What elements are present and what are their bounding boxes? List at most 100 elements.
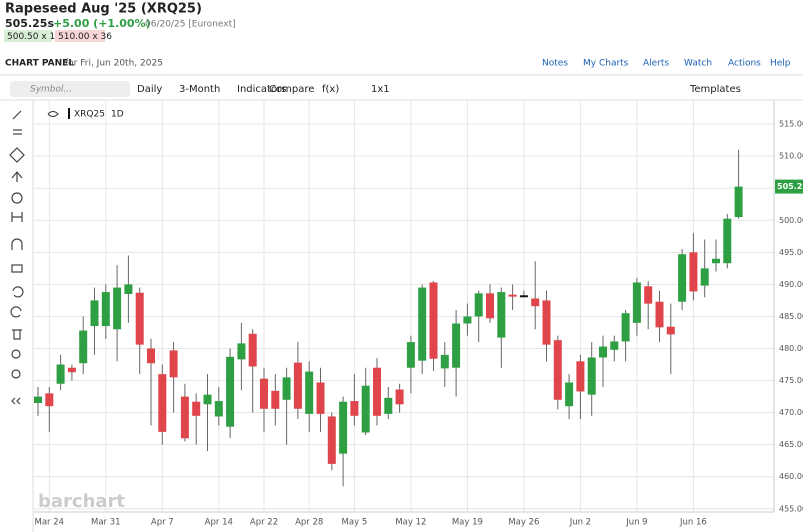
candle-body [101, 292, 110, 327]
candle-body [474, 293, 483, 317]
toolbar-item[interactable]: Compare [269, 84, 314, 95]
candle-body [508, 294, 517, 297]
panel-label: CHART PANEL [5, 59, 74, 69]
candle-body [565, 382, 574, 407]
toolbar-item[interactable]: 1x1 [371, 84, 390, 95]
x-tick-label: Mar 24 [35, 518, 65, 528]
x-tick-label: Jun 2 [569, 518, 591, 528]
plot-area [34, 101, 774, 512]
toolbar-item[interactable]: Indicators [237, 84, 286, 95]
panel-link[interactable]: Help [770, 59, 791, 69]
ask: 510.00 x 36 [58, 32, 112, 42]
candle-body [339, 401, 348, 454]
candle-body [644, 286, 653, 304]
panel-link[interactable]: Watch [684, 59, 712, 69]
x-tick-label: Apr 22 [250, 518, 278, 528]
candle-body [305, 371, 314, 414]
legend-swatch [68, 108, 70, 119]
y-tick-label: 495.00 [779, 248, 803, 257]
x-tick-label: Apr 7 [151, 518, 174, 528]
x-tick-label: May 26 [508, 518, 539, 528]
candle-body [599, 346, 607, 358]
candle-body [429, 282, 438, 359]
candle-body [180, 396, 189, 439]
candle-body [486, 293, 494, 319]
candle-body [79, 330, 88, 364]
y-tick-label: 500.00 [779, 216, 803, 225]
y-tick-label: 510.00 [779, 152, 803, 161]
candle-body [45, 393, 54, 407]
panel-link[interactable]: Actions [728, 59, 761, 69]
templates[interactable]: Templates [689, 84, 741, 95]
last-price-label: 505.25 [777, 182, 803, 191]
y-tick-label: 515.00 [779, 120, 803, 129]
x-tick-label: May 5 [342, 518, 368, 528]
candle-body [542, 300, 551, 345]
candle-body [327, 416, 336, 464]
candle-body [158, 374, 167, 432]
y-tick-label: 470.00 [779, 408, 803, 417]
candle-body [632, 282, 641, 323]
candle-body [531, 298, 540, 307]
candle-body [147, 348, 155, 364]
candle-body [67, 367, 76, 373]
y-tick-label: 480.00 [779, 344, 803, 353]
candle-body [666, 326, 675, 335]
candle-body [395, 389, 404, 405]
y-tick-label: 460.00 [779, 472, 803, 481]
candle-body [350, 401, 359, 416]
legend-symbol: XRQ25 [74, 110, 105, 120]
candle-body [452, 323, 461, 368]
drawing-tools[interactable] [9, 110, 25, 405]
eye-icon[interactable] [47, 111, 59, 117]
candle-body [260, 378, 268, 409]
candle-body [192, 401, 201, 416]
x-tick-label: Apr 14 [205, 518, 233, 528]
watermark: barchart [38, 491, 125, 512]
candle-body [135, 292, 144, 345]
y-tick-label: 475.00 [779, 376, 803, 385]
panel-link[interactable]: Alerts [643, 59, 669, 69]
y-tick-label: 465.00 [779, 440, 803, 449]
candle-body [90, 300, 99, 327]
x-tick-label: May 12 [395, 518, 426, 528]
candle-body [316, 382, 325, 414]
candle-body [689, 252, 698, 292]
candle-body [621, 313, 630, 342]
search-placeholder[interactable]: Symbol... [30, 85, 72, 95]
bid-box [4, 30, 52, 42]
candle-body [734, 186, 743, 218]
candle-body [655, 301, 664, 328]
toolbar-item[interactable]: 3-Month [179, 84, 220, 95]
candle-body [678, 254, 687, 302]
y-tick-label: 485.00 [779, 312, 803, 321]
candle-body [124, 284, 133, 294]
quote-date: 06/20/25 [Euronext] [145, 20, 236, 30]
y-tick-label: 490.00 [779, 280, 803, 289]
candle-body [587, 357, 596, 395]
candle-body [113, 287, 122, 330]
candle-body [553, 340, 562, 400]
candle-body [248, 333, 257, 367]
candle-body [610, 341, 619, 350]
toolbar-item[interactable]: Daily [137, 84, 162, 95]
panel-link[interactable]: Notes [542, 59, 568, 69]
candle-body [712, 258, 720, 264]
toolbar-item[interactable]: f(x) [322, 84, 339, 95]
candle-body [418, 287, 427, 361]
candle-body [440, 354, 449, 369]
search-box[interactable] [10, 81, 130, 97]
x-tick-label: Jun 16 [679, 518, 707, 528]
candle-body [169, 350, 178, 378]
panel-link[interactable]: My Charts [583, 59, 629, 69]
candle-body [34, 396, 42, 403]
candle-body [203, 394, 212, 405]
x-tick-label: May 19 [452, 518, 483, 528]
panel-date: for Fri, Jun 20th, 2025 [65, 59, 163, 69]
candle-body [497, 292, 506, 338]
candle-body [519, 295, 528, 298]
candle-body [463, 316, 472, 324]
x-tick-label: Jun 9 [625, 518, 647, 528]
x-tick-label: Apr 28 [295, 518, 323, 528]
